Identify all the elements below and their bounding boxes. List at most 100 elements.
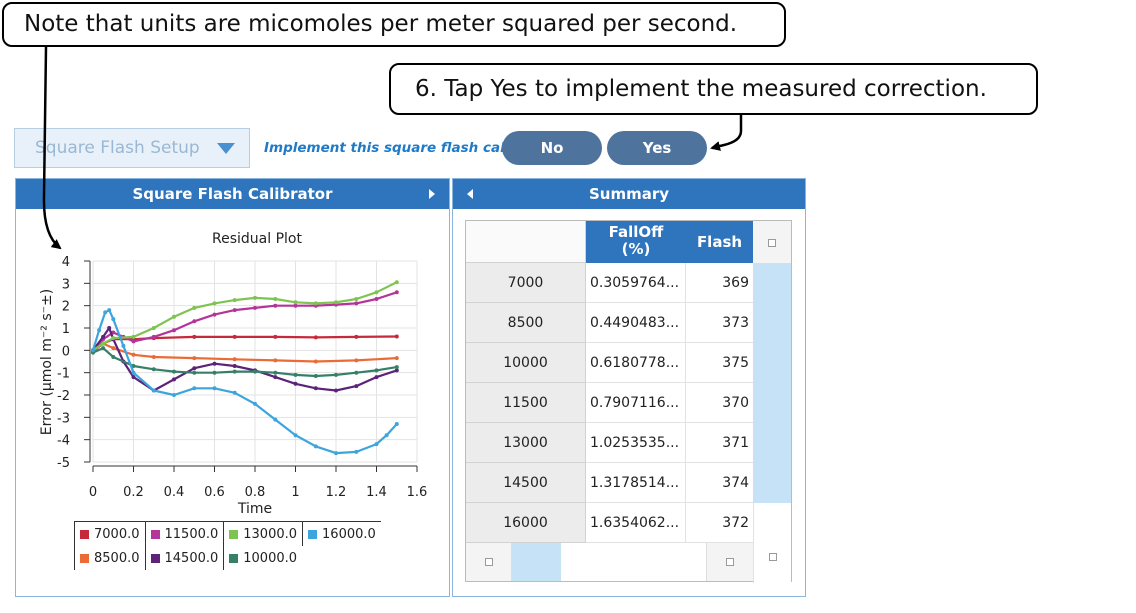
falloff-header-line: FallOff: [608, 223, 664, 241]
falloff-column-header[interactable]: FallOff (%): [586, 221, 686, 263]
flash-column-header[interactable]: Flash: [686, 221, 753, 263]
legend-label: 7000.0: [94, 526, 140, 542]
data-point: [131, 352, 136, 357]
data-point: [334, 451, 338, 456]
horizontal-scrollbar[interactable]: [466, 543, 753, 581]
y-tick-label: -4: [57, 434, 70, 449]
legend-swatch: [229, 529, 239, 539]
summary-falloff-cell: 1.6354062...: [586, 503, 686, 543]
legend-swatch: [150, 529, 160, 539]
summary-falloff-cell: 0.7907116...: [586, 383, 686, 423]
summary-row-key: 10000: [466, 343, 586, 383]
summary-flash-cell: 371: [686, 423, 753, 463]
data-point: [111, 317, 116, 322]
data-point: [384, 433, 389, 438]
data-point: [91, 348, 95, 353]
data-point: [172, 314, 176, 319]
data-point: [253, 369, 257, 374]
data-point: [394, 368, 399, 373]
data-point: [172, 393, 176, 397]
data-point: [101, 346, 106, 351]
data-point: [374, 290, 379, 295]
data-point: [334, 372, 338, 377]
data-point: [232, 369, 237, 374]
legend-label: 16000.0: [322, 526, 376, 542]
vertical-scrollbar-track[interactable]: [753, 503, 791, 583]
y-tick-label: 3: [62, 277, 70, 292]
note-arrow: [42, 46, 62, 250]
legend-item: 13000.0: [223, 521, 303, 546]
series-line-11500-0: [92, 291, 398, 352]
implement-question: Implement this square flash cal?: [264, 140, 513, 156]
data-point: [273, 334, 278, 339]
legend-label: 13000.0: [243, 526, 298, 542]
data-point: [334, 388, 338, 393]
data-point: [313, 359, 318, 364]
summary-flash-cell: 370: [686, 383, 753, 423]
data-point: [232, 364, 237, 368]
scroll-right-button[interactable]: [706, 543, 753, 581]
no-button[interactable]: No: [502, 131, 602, 165]
legend-item: 8500.0: [74, 546, 145, 570]
vertical-scrollbar-thumb[interactable]: [753, 263, 791, 503]
legend-item: 10000.0: [223, 546, 303, 570]
data-point: [313, 444, 318, 449]
expand-left-icon[interactable]: [467, 189, 473, 199]
summary-flash-cell: 375: [686, 343, 753, 383]
data-point: [103, 310, 108, 315]
column-select-checkbox[interactable]: [768, 239, 776, 247]
summary-row-key: 14500: [466, 463, 586, 503]
data-point: [192, 386, 197, 391]
legend-swatch: [150, 553, 160, 563]
data-point: [232, 357, 237, 362]
square-flash-setup-dropdown[interactable]: Square Flash Setup: [14, 128, 250, 168]
expand-right-icon[interactable]: [429, 189, 435, 199]
data-point: [313, 386, 318, 391]
horizontal-scrollbar-thumb[interactable]: [512, 543, 561, 581]
y-tick-label: 0: [62, 344, 70, 359]
data-point: [192, 334, 197, 339]
data-point: [192, 366, 197, 371]
legend-label: 8500.0: [94, 550, 140, 566]
x-tick-label: 0: [89, 485, 97, 500]
falloff-header-line: (%): [621, 240, 651, 258]
data-point: [293, 433, 298, 438]
data-point: [273, 297, 278, 301]
data-point: [374, 368, 379, 373]
legend-swatch: [229, 553, 239, 563]
scroll-down-checkbox[interactable]: [769, 553, 777, 561]
data-point: [232, 334, 237, 339]
data-point: [151, 355, 156, 359]
data-point: [273, 370, 278, 375]
x-tick-label: 1: [291, 485, 299, 500]
legend-item: 7000.0: [74, 521, 145, 546]
summary-panel-header: Summary: [453, 179, 805, 209]
data-point: [192, 370, 197, 375]
data-point: [273, 303, 278, 308]
data-point: [131, 370, 136, 375]
scroll-left-icon: [485, 558, 493, 566]
series-line-7000-0: [92, 335, 397, 353]
data-point: [131, 375, 136, 380]
summary-flash-cell: 372: [686, 503, 753, 543]
x-axis-label: Time: [237, 501, 272, 517]
x-tick-label: 1.4: [366, 485, 387, 500]
data-point: [394, 280, 399, 285]
header-filler: [753, 221, 791, 263]
y-tick-label: -2: [57, 389, 70, 404]
yes-button[interactable]: Yes: [607, 131, 707, 165]
x-tick-label: 1.2: [326, 485, 347, 500]
summary-flash-cell: 374: [686, 463, 753, 503]
data-point: [354, 358, 359, 363]
summary-falloff-cell: 0.6180778...: [586, 343, 686, 383]
summary-row-key: 11500: [466, 383, 586, 423]
data-point: [232, 308, 237, 313]
data-point: [212, 370, 217, 375]
data-point: [192, 305, 197, 310]
y-tick-label: -5: [57, 456, 70, 471]
y-tick-label: -3: [57, 411, 70, 426]
calibrator-panel-header: Square Flash Calibrator: [16, 179, 449, 209]
data-point: [354, 297, 359, 301]
scroll-left-button[interactable]: [466, 543, 512, 581]
